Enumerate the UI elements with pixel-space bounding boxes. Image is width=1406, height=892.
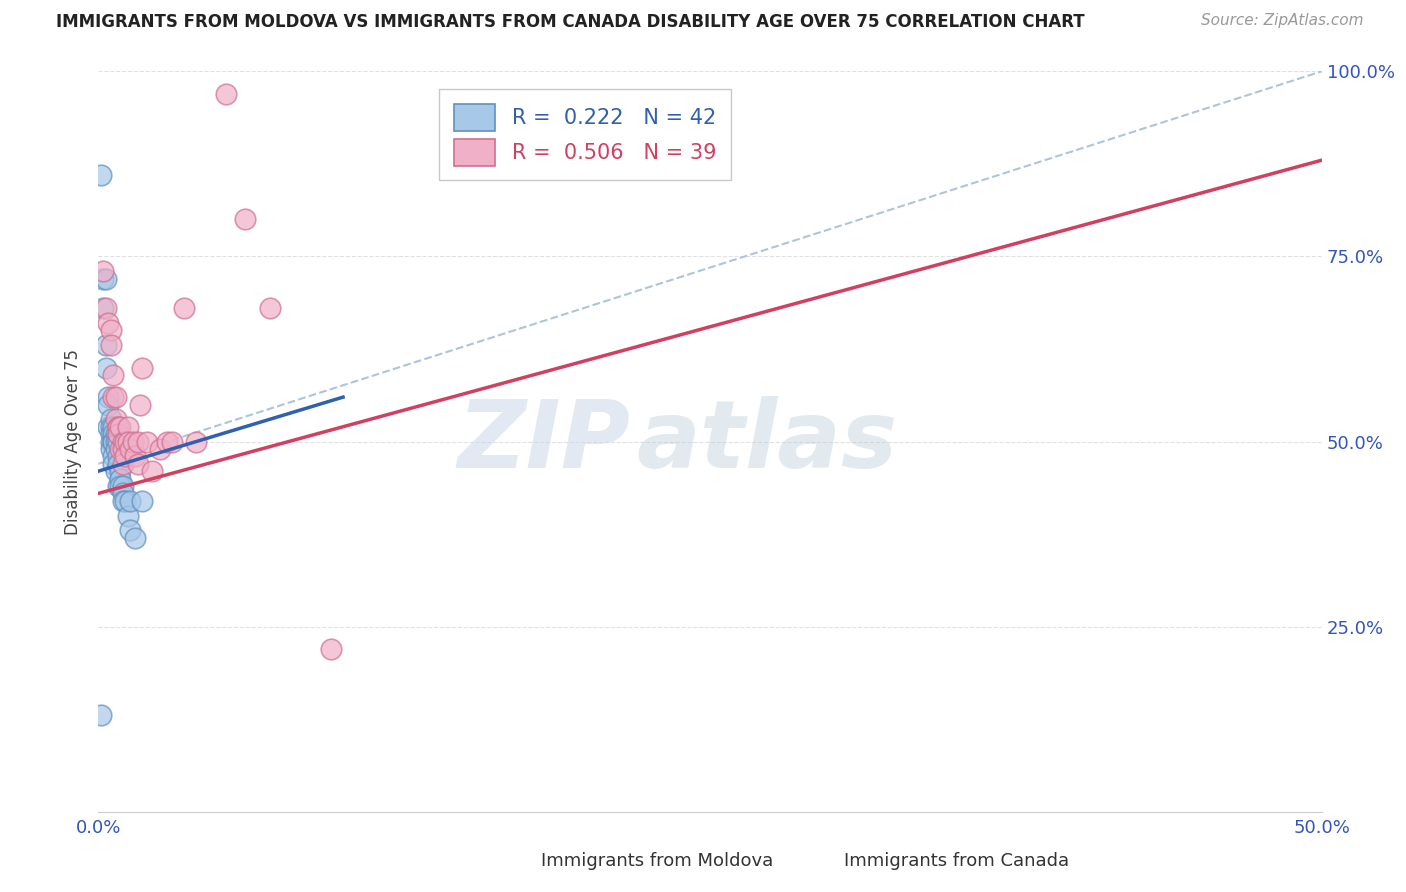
Point <box>101 368 124 382</box>
Point <box>117 434 139 449</box>
Point <box>111 457 134 471</box>
Point <box>129 397 152 411</box>
Point <box>111 479 134 493</box>
Point <box>91 301 114 316</box>
Point <box>107 427 129 442</box>
Point <box>101 419 124 434</box>
Point <box>259 301 281 316</box>
Point <box>121 434 143 449</box>
Text: Source: ZipAtlas.com: Source: ZipAtlas.com <box>1201 13 1364 29</box>
Point <box>100 427 122 442</box>
Point <box>97 316 120 330</box>
Legend: R =  0.222   N = 42, R =  0.506   N = 39: R = 0.222 N = 42, R = 0.506 N = 39 <box>439 89 731 180</box>
Point <box>111 442 134 456</box>
Point <box>104 390 127 404</box>
Point <box>100 419 122 434</box>
Point <box>100 338 122 352</box>
Point <box>94 271 117 285</box>
Point <box>107 457 129 471</box>
Point <box>319 641 342 656</box>
Point <box>120 442 142 456</box>
Point <box>127 457 149 471</box>
Text: atlas: atlas <box>637 395 898 488</box>
Point <box>101 434 124 449</box>
Point <box>107 434 129 449</box>
Point <box>100 324 122 338</box>
Point <box>97 397 120 411</box>
Point <box>110 479 132 493</box>
Point <box>110 471 132 485</box>
Point <box>101 427 124 442</box>
Point <box>94 301 117 316</box>
Point <box>136 434 159 449</box>
Point <box>91 271 114 285</box>
Point <box>107 479 129 493</box>
Point <box>110 419 132 434</box>
Point <box>120 524 142 538</box>
Point <box>131 493 153 508</box>
Text: Immigrants from Canada: Immigrants from Canada <box>844 852 1069 870</box>
Point <box>104 434 127 449</box>
Point <box>104 464 127 478</box>
Point <box>107 419 129 434</box>
Point <box>101 390 124 404</box>
Point <box>94 338 117 352</box>
Point <box>100 412 122 426</box>
Point <box>124 531 146 545</box>
Point <box>120 493 142 508</box>
Point <box>233 212 256 227</box>
Point <box>186 434 208 449</box>
Point <box>214 87 236 101</box>
Point <box>111 493 134 508</box>
Point <box>90 168 112 182</box>
Point <box>101 457 124 471</box>
Point <box>110 464 132 478</box>
Point <box>100 442 122 456</box>
Point <box>101 434 124 449</box>
Point <box>124 450 146 464</box>
Point <box>111 486 134 500</box>
Point <box>114 450 136 464</box>
Text: Immigrants from Moldova: Immigrants from Moldova <box>541 852 773 870</box>
Text: IMMIGRANTS FROM MOLDOVA VS IMMIGRANTS FROM CANADA DISABILITY AGE OVER 75 CORRELA: IMMIGRANTS FROM MOLDOVA VS IMMIGRANTS FR… <box>56 13 1085 31</box>
Text: ZIP: ZIP <box>457 395 630 488</box>
Point <box>127 434 149 449</box>
Point <box>114 434 136 449</box>
Point <box>111 434 134 449</box>
Y-axis label: Disability Age Over 75: Disability Age Over 75 <box>65 349 83 534</box>
Point <box>91 264 114 278</box>
Point <box>149 442 172 456</box>
Point <box>114 493 136 508</box>
Point <box>104 412 127 426</box>
Point <box>131 360 153 375</box>
Point <box>110 442 132 456</box>
Point <box>104 427 127 442</box>
Point <box>156 434 179 449</box>
Point <box>107 419 129 434</box>
Point <box>117 508 139 523</box>
Point <box>173 301 195 316</box>
Point <box>101 450 124 464</box>
Point <box>100 434 122 449</box>
Point <box>107 427 129 442</box>
Point <box>160 434 183 449</box>
Point <box>90 708 112 723</box>
Point <box>141 464 163 478</box>
Point <box>107 450 129 464</box>
Point <box>97 390 120 404</box>
Point <box>117 419 139 434</box>
Point <box>104 442 127 456</box>
Point <box>94 360 117 375</box>
Point <box>97 419 120 434</box>
